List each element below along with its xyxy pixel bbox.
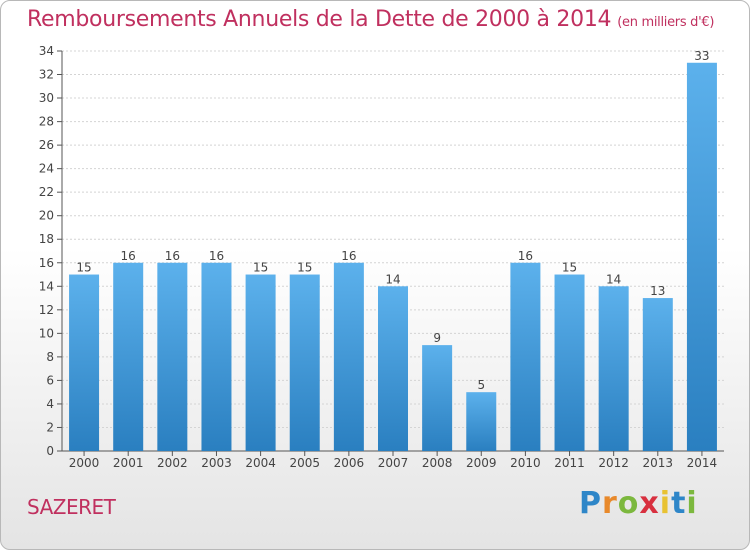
y-tick-label: 8 bbox=[46, 350, 54, 364]
x-tick-label: 2006 bbox=[334, 456, 365, 470]
chart-subtitle: (en milliers d'€) bbox=[617, 15, 715, 30]
x-tick-label: 2003 bbox=[201, 456, 232, 470]
y-tick-label: 28 bbox=[39, 115, 54, 129]
bar-2011 bbox=[554, 274, 585, 451]
x-tick-label: 2010 bbox=[510, 456, 541, 470]
bar-2008 bbox=[422, 345, 453, 451]
x-tick-label: 2004 bbox=[245, 456, 276, 470]
bar-2002 bbox=[157, 262, 188, 451]
x-tick-label: 2002 bbox=[157, 456, 188, 470]
bar-value-label: 16 bbox=[209, 249, 224, 263]
bar-value-label: 9 bbox=[433, 331, 441, 345]
bar-2006 bbox=[333, 262, 364, 451]
bar-2007 bbox=[378, 286, 408, 451]
logo-letter: x bbox=[639, 486, 660, 521]
y-tick-label: 26 bbox=[39, 138, 54, 152]
bar-value-label: 15 bbox=[76, 261, 91, 275]
bar-2014 bbox=[686, 62, 717, 451]
proxiti-logo: Proxiti bbox=[579, 486, 698, 521]
logo-letter: o bbox=[617, 486, 640, 521]
x-tick-label: 2007 bbox=[378, 456, 409, 470]
commune-name: SAZERET bbox=[27, 495, 116, 519]
bar-value-label: 16 bbox=[518, 249, 533, 263]
y-tick-label: 18 bbox=[39, 232, 54, 246]
x-tick-label: 2011 bbox=[554, 456, 585, 470]
y-tick-label: 24 bbox=[39, 162, 54, 176]
bar-value-label: 13 bbox=[650, 284, 665, 298]
bar-value-label: 15 bbox=[253, 261, 268, 275]
bar-2003 bbox=[201, 262, 232, 451]
bar-value-label: 16 bbox=[165, 249, 180, 263]
bar-value-label: 16 bbox=[341, 249, 356, 263]
bar-2012 bbox=[598, 286, 629, 451]
logo-letter: r bbox=[602, 486, 618, 521]
bar-value-label: 5 bbox=[477, 378, 485, 392]
bar-value-label: 14 bbox=[385, 272, 400, 286]
x-tick-label: 2012 bbox=[598, 456, 629, 470]
y-tick-label: 32 bbox=[39, 68, 54, 82]
bar-2010 bbox=[510, 262, 541, 451]
bar-2013 bbox=[642, 298, 673, 451]
bar-2000 bbox=[69, 274, 100, 451]
x-tick-label: 2014 bbox=[687, 456, 718, 470]
bar-value-label: 15 bbox=[297, 261, 312, 275]
bar-2004 bbox=[245, 274, 276, 451]
y-tick-label: 14 bbox=[39, 279, 54, 293]
y-tick-label: 16 bbox=[39, 256, 54, 270]
x-tick-label: 2000 bbox=[69, 456, 100, 470]
y-tick-label: 30 bbox=[39, 91, 54, 105]
y-tick-label: 34 bbox=[39, 44, 54, 58]
y-tick-label: 12 bbox=[39, 303, 54, 317]
bar-value-label: 14 bbox=[606, 272, 621, 286]
bar-2005 bbox=[289, 274, 320, 451]
x-tick-label: 2013 bbox=[643, 456, 674, 470]
logo-letter: i bbox=[686, 486, 698, 521]
x-tick-label: 2001 bbox=[113, 456, 144, 470]
y-tick-label: 22 bbox=[39, 185, 54, 199]
logo-letter: t bbox=[671, 486, 687, 521]
bar-value-label: 33 bbox=[694, 49, 709, 63]
x-tick-label: 2009 bbox=[466, 456, 497, 470]
y-tick-label: 2 bbox=[46, 420, 54, 434]
y-tick-label: 6 bbox=[46, 373, 54, 387]
chart-title: Remboursements Annuels de la Dette de 20… bbox=[27, 7, 715, 32]
bar-2001 bbox=[113, 262, 144, 451]
bar-value-label: 15 bbox=[562, 261, 577, 275]
bar-2009 bbox=[466, 392, 497, 451]
x-tick-label: 2008 bbox=[422, 456, 453, 470]
bar-value-label: 16 bbox=[121, 249, 136, 263]
y-tick-label: 10 bbox=[39, 326, 54, 340]
logo-letter: P bbox=[579, 486, 602, 521]
y-tick-label: 20 bbox=[39, 209, 54, 223]
y-tick-label: 4 bbox=[46, 397, 54, 411]
logo-letter: i bbox=[659, 486, 672, 521]
y-tick-label: 0 bbox=[46, 444, 54, 458]
x-tick-label: 2005 bbox=[289, 456, 320, 470]
